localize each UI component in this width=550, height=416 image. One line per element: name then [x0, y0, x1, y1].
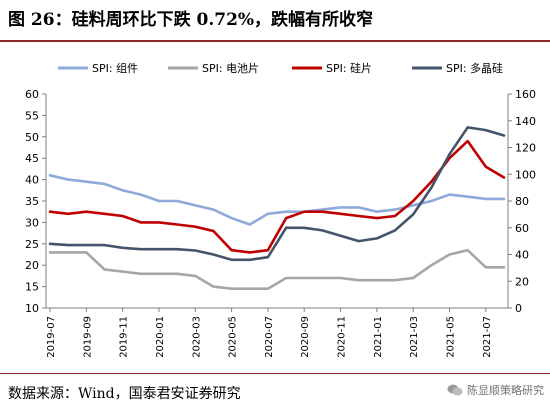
source-divider: [0, 373, 550, 374]
y-left-tick-label: 10: [25, 302, 39, 315]
x-tick-label: 2021-01: [373, 316, 384, 358]
y-left-tick-label: 15: [25, 281, 39, 294]
x-tick-label: 2021-07: [482, 316, 493, 358]
y-left-tick-label: 45: [25, 152, 39, 165]
x-tick-label: 2019-07: [46, 316, 57, 358]
series-line: [48, 174, 506, 226]
y-right-tick-label: 20: [515, 275, 529, 288]
series-line: [48, 248, 506, 290]
x-tick-label: 2020-01: [155, 316, 166, 358]
title-divider: [0, 40, 550, 42]
x-tick-label: 2020-09: [300, 316, 311, 358]
x-tick-label: 2019-11: [119, 316, 130, 358]
y-left-tick-label: 30: [25, 216, 39, 229]
legend-label: SPI: 硅片: [326, 62, 372, 75]
y-left-tick-label: 60: [25, 88, 39, 101]
y-left-tick-label: 25: [25, 238, 39, 251]
y-right-tick-label: 140: [515, 115, 536, 128]
y-left-tick-label: 40: [25, 174, 39, 187]
y-right-tick-label: 60: [515, 222, 529, 235]
plot-area: 10 15 20 25 30 35 40 45 50 55 60 0 20 40 60 80 100 120 140…: [25, 88, 536, 358]
series-line: [48, 139, 506, 254]
legend: SPI: 组件 SPI: 电池片 SPI: 硅片 SPI: 多晶硅: [58, 61, 503, 75]
y-left-tick-label: 55: [25, 109, 39, 122]
y-right-tick-label: 100: [515, 168, 536, 181]
legend-label: SPI: 组件: [92, 61, 138, 75]
x-tick-label: 2019-09: [82, 316, 93, 358]
legend-label: SPI: 电池片: [202, 62, 259, 75]
y-right-tick-label: 0: [515, 302, 522, 315]
line-chart: SPI: 组件 SPI: 电池片 SPI: 硅片 SPI: 多晶硅 10 15 20 25 3…: [25, 61, 536, 358]
series-line: [48, 126, 506, 262]
legend-label: SPI: 多晶硅: [446, 61, 503, 75]
x-tick-label: 2020-11: [337, 316, 348, 358]
x-tick-label: 2020-05: [228, 316, 239, 358]
x-tick-label: 2021-03: [409, 316, 420, 358]
y-left-tick-label: 50: [25, 131, 39, 144]
x-tick-label: 2021-05: [446, 316, 457, 358]
x-tick-label: 2020-07: [264, 316, 275, 358]
y-right-tick-label: 80: [515, 195, 529, 208]
watermark-text: 陈显顺策略研究: [467, 384, 544, 397]
y-right-tick-label: 40: [515, 249, 529, 262]
y-right-tick-label: 160: [515, 88, 536, 101]
y-right-tick-label: 120: [515, 142, 536, 155]
y-left-tick-label: 20: [25, 259, 39, 272]
wechat-icon: [447, 384, 463, 396]
page-title: 图 26：硅料周环比下跌 0.72%，跌幅有所收窄: [8, 10, 374, 30]
watermark: 陈显顺策略研究: [447, 382, 544, 398]
y-left-tick-label: 35: [25, 195, 39, 208]
x-tick-label: 2020-03: [191, 316, 202, 358]
source-note: 数据来源：Wind，国泰君安证券研究: [8, 386, 241, 402]
